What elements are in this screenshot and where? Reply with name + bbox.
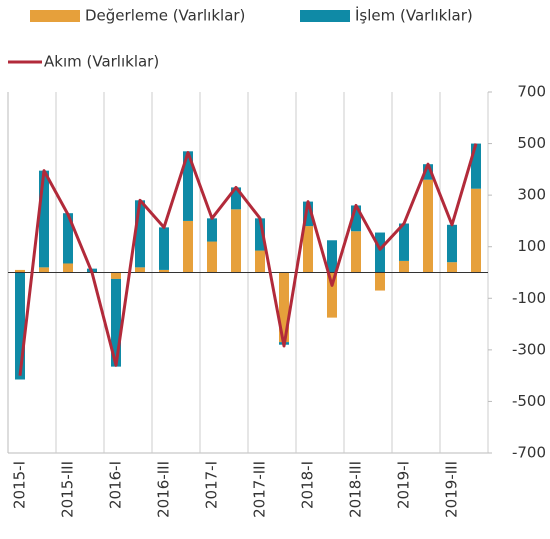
y-tick-label: -100 [512,289,546,307]
bar [111,278,121,367]
bar [255,250,265,273]
bar [327,272,337,318]
bar [39,267,49,273]
bar [159,227,169,270]
bar [423,179,433,273]
x-tick-label: 2017-III [251,461,269,518]
x-tick-label: 2015-I [11,461,29,509]
y-tick-label: 700 [517,83,546,101]
y-tick-label: -300 [512,340,546,358]
bar [135,200,145,268]
bar [15,272,25,380]
x-tick-label: 2017-I [203,461,221,509]
x-tick-label: 2016-I [107,461,125,509]
bar [15,269,25,273]
bar [183,220,193,273]
bar [447,224,457,263]
line [18,143,478,376]
bar [399,223,409,261]
bar [63,263,73,273]
bar [111,272,121,279]
legend-swatch [30,10,80,22]
bar [375,232,385,273]
bar [159,269,169,273]
x-tick-label: 2015-III [59,461,77,518]
bar [279,272,289,343]
bar [327,240,337,273]
legend-label: Akım (Varlıklar) [44,53,159,71]
x-tick-label: 2019-I [395,461,413,509]
bar [303,226,313,273]
bar [231,209,241,273]
bar [207,241,217,273]
bar [303,201,313,227]
bar [351,231,361,273]
bar [183,151,193,221]
bar [63,213,73,264]
legend-label: İşlem (Varlıklar) [355,6,473,25]
bar [471,143,481,189]
x-tick-label: 2019-III [443,461,461,518]
bar [39,170,49,268]
bar [375,272,385,291]
y-tick-label: -700 [512,444,546,462]
bar [447,262,457,273]
legend-swatch [300,10,350,22]
bar [231,187,241,210]
bar [351,205,361,232]
legend-label: Değerleme (Varlıklar) [85,7,245,25]
bar [135,267,145,273]
bar [399,260,409,273]
y-tick-label: 100 [517,237,546,255]
bar [207,218,217,242]
bar [471,188,481,273]
x-tick-label: 2018-III [347,461,365,518]
x-tick-label: 2018-I [299,461,317,509]
x-tick-label: 2016-III [155,461,173,518]
y-tick-label: -500 [512,392,546,410]
bar [255,218,265,251]
y-tick-label: 500 [517,134,546,152]
y-tick-label: 300 [517,186,546,204]
bar [423,164,433,180]
